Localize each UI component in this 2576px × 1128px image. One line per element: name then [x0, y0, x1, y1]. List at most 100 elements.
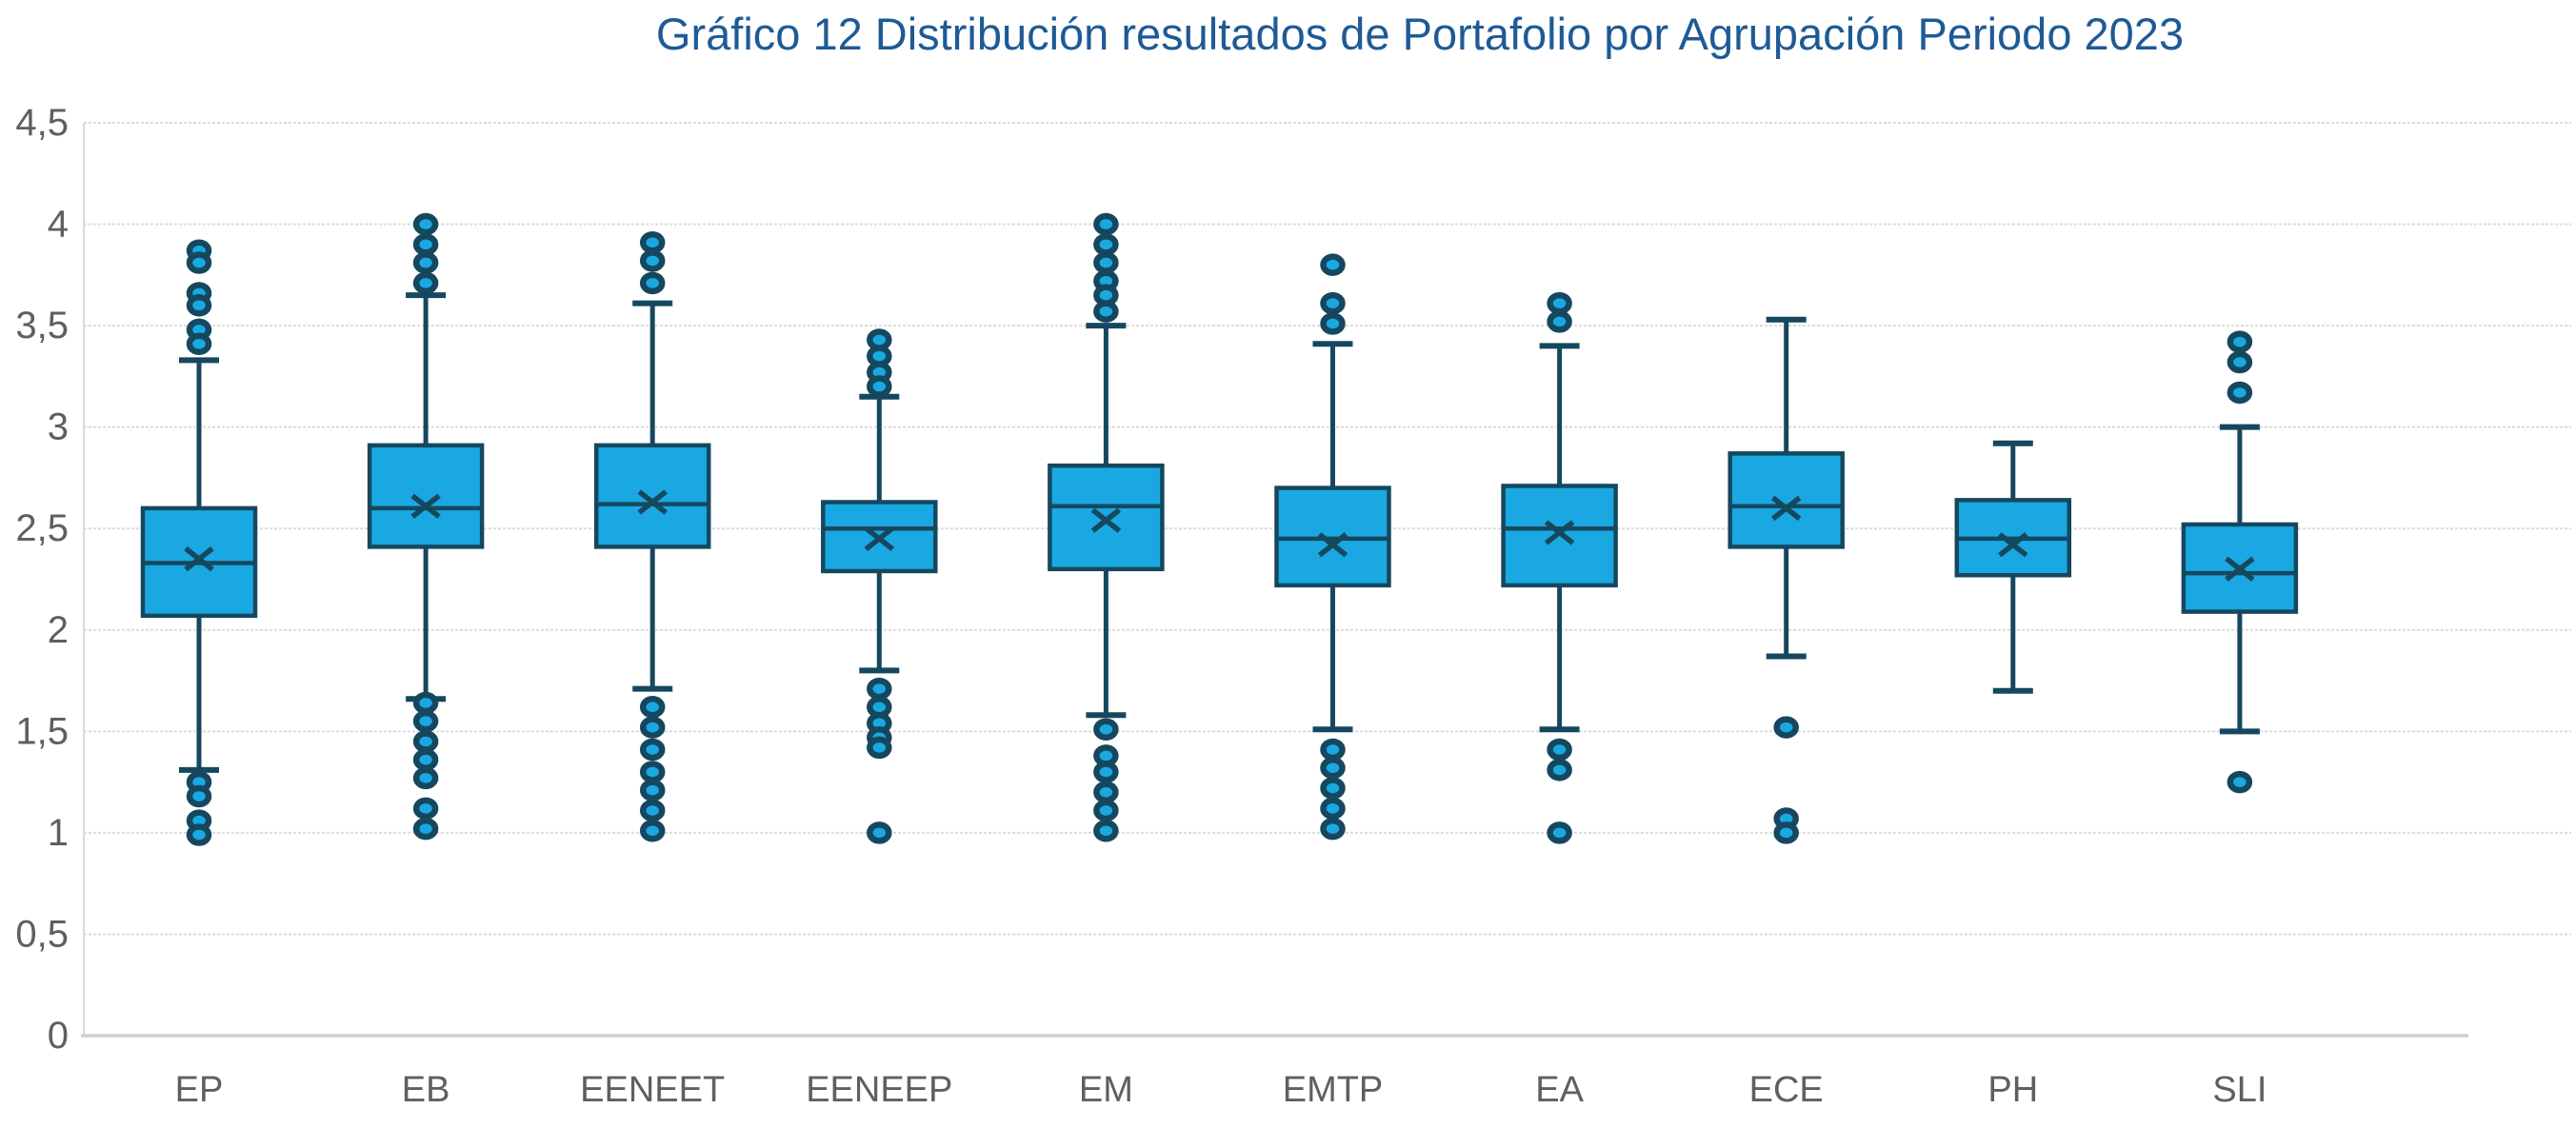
outlier-dot — [412, 817, 439, 841]
x-axis-category-label: PH — [1987, 1070, 2038, 1110]
outlier-dot — [639, 230, 666, 254]
outlier-dot — [639, 761, 666, 783]
box-rect — [367, 443, 485, 549]
outlier-dot — [412, 709, 439, 733]
mean-x-marker — [1090, 507, 1122, 533]
y-axis-tick-label: 0,5 — [15, 913, 69, 955]
x-axis-category-label: EM — [1079, 1070, 1133, 1110]
x-axis-category-label: EENEET — [580, 1070, 725, 1110]
outlier-dot — [1320, 253, 1346, 276]
box-rect — [593, 443, 711, 549]
x-axis-category-label: EMTP — [1283, 1070, 1384, 1110]
mean-x-marker — [1317, 532, 1348, 558]
outlier-dot — [867, 375, 892, 398]
x-axis-category-label: EB — [402, 1070, 450, 1110]
outlier-dot — [1773, 821, 1799, 844]
outlier-dot — [1320, 756, 1346, 780]
outlier-dot — [412, 251, 439, 274]
outlier-dot — [639, 799, 666, 822]
outlier-dot — [186, 823, 212, 846]
box-group-EA — [1501, 291, 1618, 844]
outlier-dot — [1093, 781, 1119, 804]
outlier-dot — [1547, 759, 1572, 782]
outlier-dot — [412, 212, 439, 236]
outlier-dot — [2227, 770, 2253, 794]
y-axis-tick-label: 2 — [48, 609, 69, 651]
y-axis-tick-label: 0 — [48, 1015, 69, 1057]
outlier-dot — [1320, 291, 1346, 315]
box-group-PH — [1954, 440, 2072, 694]
y-axis-tick-label: 4,5 — [15, 102, 69, 144]
x-axis-category-label: SLI — [2212, 1070, 2266, 1110]
outlier-dot — [1320, 777, 1346, 800]
y-axis-tick-label: 4 — [48, 204, 69, 246]
mean-x-marker — [2225, 556, 2255, 583]
outlier-dot — [2227, 381, 2253, 405]
y-axis-tick-label: 1,5 — [15, 710, 69, 752]
y-axis-tick-label: 3 — [48, 406, 69, 448]
outlier-dot — [639, 779, 666, 801]
outlier-dot — [1093, 300, 1119, 323]
outlier-dot — [186, 251, 212, 274]
box-rect — [1727, 451, 1845, 549]
outlier-dot — [1093, 799, 1119, 822]
mean-x-marker — [637, 489, 668, 515]
mean-x-marker — [864, 525, 894, 552]
outlier-dot — [639, 738, 666, 762]
box-group-EMTP — [1274, 253, 1391, 841]
mean-x-marker — [184, 546, 214, 572]
outlier-dot — [639, 271, 666, 295]
chart-title: Gráfico 12 Distribución resultados de Po… — [655, 9, 2185, 59]
outlier-dot — [186, 784, 212, 808]
outlier-dot — [1093, 233, 1119, 256]
outlier-dot — [639, 696, 666, 719]
outlier-dot — [1093, 820, 1119, 842]
outlier-dot — [867, 821, 892, 844]
outlier-dot — [1320, 738, 1346, 762]
outlier-dot — [1093, 251, 1119, 274]
outlier-dot — [412, 691, 439, 715]
outlier-dot — [1320, 817, 1346, 841]
outlier-dot — [1773, 716, 1799, 739]
y-axis-tick-label: 1 — [48, 812, 69, 854]
x-axis-category-label: EENEEP — [806, 1070, 952, 1110]
outlier-dot — [412, 766, 439, 790]
mean-x-marker — [1544, 520, 1575, 545]
outlier-dot — [867, 677, 892, 701]
mean-x-marker — [410, 493, 441, 519]
outlier-dot — [1320, 797, 1346, 821]
box-group-EENEEP — [821, 328, 938, 844]
box-group-EP — [140, 239, 258, 846]
outlier-dot — [1093, 212, 1119, 236]
box-group-EENEET — [593, 230, 711, 842]
outlier-dot — [2227, 350, 2253, 374]
outlier-dot — [1547, 821, 1572, 844]
outlier-dot — [2227, 330, 2253, 353]
outlier-dot — [1320, 312, 1346, 335]
box-group-EB — [367, 212, 485, 841]
outlier-dot — [412, 730, 439, 753]
outlier-dot — [867, 736, 892, 760]
box-group-SLI — [2181, 330, 2299, 794]
outlier-dot — [412, 271, 439, 295]
outlier-dot — [639, 249, 666, 272]
x-axis-category-label: ECE — [1749, 1070, 1824, 1110]
outlier-dot — [1547, 291, 1572, 315]
outlier-dot — [639, 716, 666, 739]
outlier-dot — [186, 332, 212, 356]
outlier-dot — [1547, 310, 1572, 333]
x-axis-category-label: EA — [1535, 1070, 1584, 1110]
x-axis-category-label: EP — [175, 1070, 224, 1110]
outlier-dot — [1093, 761, 1119, 783]
y-axis-tick-label: 3,5 — [15, 305, 69, 346]
outlier-dot — [412, 748, 439, 771]
outlier-dot — [1093, 718, 1119, 741]
y-axis-tick-label: 2,5 — [15, 507, 69, 549]
outlier-dot — [412, 797, 439, 821]
box-group-ECE — [1727, 316, 1845, 844]
outlier-dot — [639, 820, 666, 842]
mean-x-marker — [1771, 495, 1802, 522]
mean-x-marker — [1998, 532, 2028, 558]
